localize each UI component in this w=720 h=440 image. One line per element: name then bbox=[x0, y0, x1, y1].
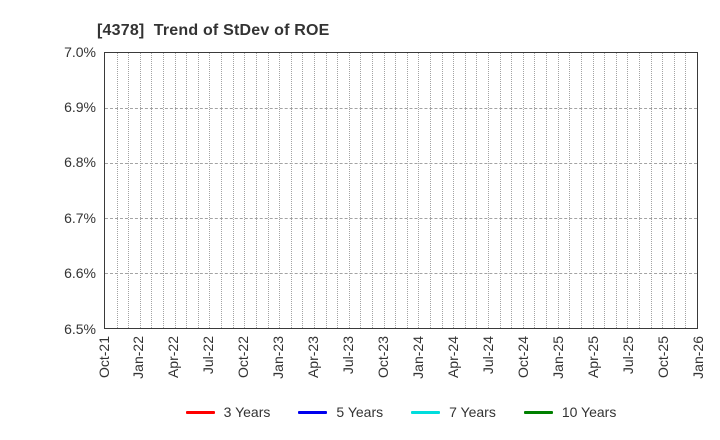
x-tick-label: Jan-22 bbox=[130, 336, 147, 379]
x-tick-label: Jul-24 bbox=[479, 336, 496, 375]
vertical-gridline bbox=[267, 53, 269, 328]
legend-item-7-years: 7 Years bbox=[411, 403, 496, 421]
vertical-gridline bbox=[476, 53, 478, 328]
vertical-gridline bbox=[569, 53, 571, 328]
vertical-gridline bbox=[151, 53, 153, 328]
vertical-gridline bbox=[186, 53, 188, 328]
vertical-gridline bbox=[615, 53, 617, 328]
legend-line-icon bbox=[185, 410, 215, 414]
vertical-gridline bbox=[371, 53, 373, 328]
vertical-gridline bbox=[638, 53, 640, 328]
x-tick-label: Oct-25 bbox=[654, 336, 671, 379]
vertical-gridline bbox=[197, 53, 199, 328]
x-tick-label: Apr-23 bbox=[305, 336, 322, 379]
x-tick-label: Oct-21 bbox=[95, 336, 112, 379]
vertical-gridline bbox=[209, 53, 211, 328]
legend-line-icon bbox=[523, 410, 553, 414]
legend-item-5-years: 5 Years bbox=[298, 403, 383, 421]
vertical-gridline bbox=[488, 53, 490, 328]
vertical-gridline bbox=[580, 53, 582, 328]
vertical-gridline bbox=[673, 53, 675, 328]
x-tick-label: Jul-23 bbox=[340, 336, 357, 375]
y-tick-label: 6.7% bbox=[64, 209, 96, 226]
horizontal-gridline bbox=[105, 163, 697, 164]
legend-label: 5 Years bbox=[336, 404, 384, 420]
vertical-gridline bbox=[348, 53, 350, 328]
vertical-gridline bbox=[546, 53, 548, 328]
x-tick-label: Oct-24 bbox=[514, 336, 531, 379]
chart-title: [4378] Trend of StDev of ROE bbox=[97, 22, 330, 39]
vertical-gridline bbox=[116, 53, 118, 328]
vertical-gridline bbox=[511, 53, 513, 328]
vertical-gridline bbox=[441, 53, 443, 328]
horizontal-gridline bbox=[105, 108, 697, 109]
legend-line-icon bbox=[298, 410, 328, 414]
vertical-gridline bbox=[360, 53, 362, 328]
vertical-gridline bbox=[313, 53, 315, 328]
x-tick-label: Jan-25 bbox=[549, 336, 566, 379]
horizontal-gridline bbox=[105, 273, 697, 274]
vertical-gridline bbox=[139, 53, 141, 328]
vertical-gridline bbox=[232, 53, 234, 328]
vertical-gridline bbox=[163, 53, 165, 328]
vertical-gridline bbox=[557, 53, 559, 328]
vertical-gridline bbox=[325, 53, 327, 328]
vertical-gridline bbox=[174, 53, 176, 328]
horizontal-gridline bbox=[105, 218, 697, 219]
vertical-gridline bbox=[337, 53, 339, 328]
plot-area bbox=[104, 52, 698, 329]
vertical-gridline bbox=[255, 53, 257, 328]
y-tick-label: 6.6% bbox=[64, 265, 96, 282]
x-tick-label: Oct-22 bbox=[235, 336, 252, 379]
vertical-gridline bbox=[499, 53, 501, 328]
legend-label: 3 Years bbox=[223, 404, 271, 420]
legend-item-3-years: 3 Years bbox=[185, 403, 271, 421]
vertical-gridline bbox=[418, 53, 420, 328]
vertical-gridline bbox=[650, 53, 652, 328]
x-tick-label: Jul-22 bbox=[200, 336, 217, 375]
vertical-gridline bbox=[128, 53, 130, 328]
vertical-gridline bbox=[685, 53, 687, 328]
x-tick-label: Apr-25 bbox=[584, 336, 601, 379]
vertical-gridline bbox=[464, 53, 466, 328]
y-tick-label: 7.0% bbox=[64, 43, 96, 60]
x-tick-label: Apr-22 bbox=[165, 336, 182, 379]
vertical-gridline bbox=[592, 53, 594, 328]
legend: 3 Years 5 Years 7 Years 10 Years bbox=[104, 402, 698, 422]
x-tick-label: Jan-24 bbox=[409, 336, 426, 379]
vertical-gridline bbox=[221, 53, 223, 328]
vertical-gridline bbox=[290, 53, 292, 328]
vertical-gridline bbox=[604, 53, 606, 328]
y-tick-label: 6.5% bbox=[64, 320, 96, 337]
vertical-gridline bbox=[453, 53, 455, 328]
vertical-gridline bbox=[522, 53, 524, 328]
x-tick-label: Jan-26 bbox=[689, 336, 706, 379]
vertical-gridline bbox=[244, 53, 246, 328]
vertical-gridline bbox=[662, 53, 664, 328]
legend-label: 7 Years bbox=[449, 404, 496, 420]
y-tick-label: 6.9% bbox=[64, 98, 96, 115]
legend-label: 10 Years bbox=[561, 404, 617, 420]
vertical-gridline bbox=[534, 53, 536, 328]
x-tick-label: Oct-23 bbox=[375, 336, 392, 379]
x-tick-label: Jan-23 bbox=[270, 336, 287, 379]
vertical-gridline bbox=[430, 53, 432, 328]
vertical-gridline bbox=[383, 53, 385, 328]
vertical-gridline bbox=[302, 53, 304, 328]
legend-item-10-years: 10 Years bbox=[523, 403, 617, 421]
x-tick-label: Jul-25 bbox=[619, 336, 636, 375]
vertical-gridline bbox=[627, 53, 629, 328]
vertical-gridline bbox=[395, 53, 397, 328]
x-tick-label: Apr-24 bbox=[444, 336, 461, 379]
y-tick-label: 6.8% bbox=[64, 154, 96, 171]
legend-line-icon bbox=[411, 410, 441, 414]
vertical-gridline bbox=[279, 53, 281, 328]
vertical-gridline bbox=[406, 53, 408, 328]
